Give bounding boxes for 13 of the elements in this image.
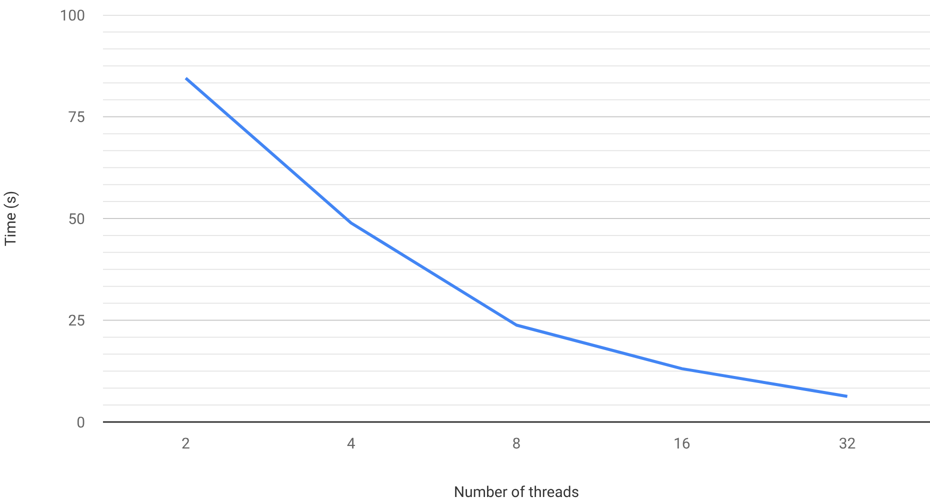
y-tick-label: 25 <box>68 312 85 330</box>
y-tick-label: 0 <box>76 413 85 432</box>
y-axis-title: Time (s) <box>1 190 20 246</box>
x-tick-label: 8 <box>512 434 521 453</box>
y-tick-label: 75 <box>68 108 85 126</box>
x-tick-label: 16 <box>673 434 690 453</box>
x-axis-title: Number of threads <box>454 483 580 501</box>
x-tick-label: 2 <box>181 434 190 453</box>
line-series <box>184 76 849 398</box>
y-tick-label: 100 <box>60 6 85 24</box>
x-tick-label: 4 <box>346 434 356 453</box>
y-tick-label: 50 <box>68 210 85 228</box>
x-tick-label: 32 <box>838 434 856 453</box>
